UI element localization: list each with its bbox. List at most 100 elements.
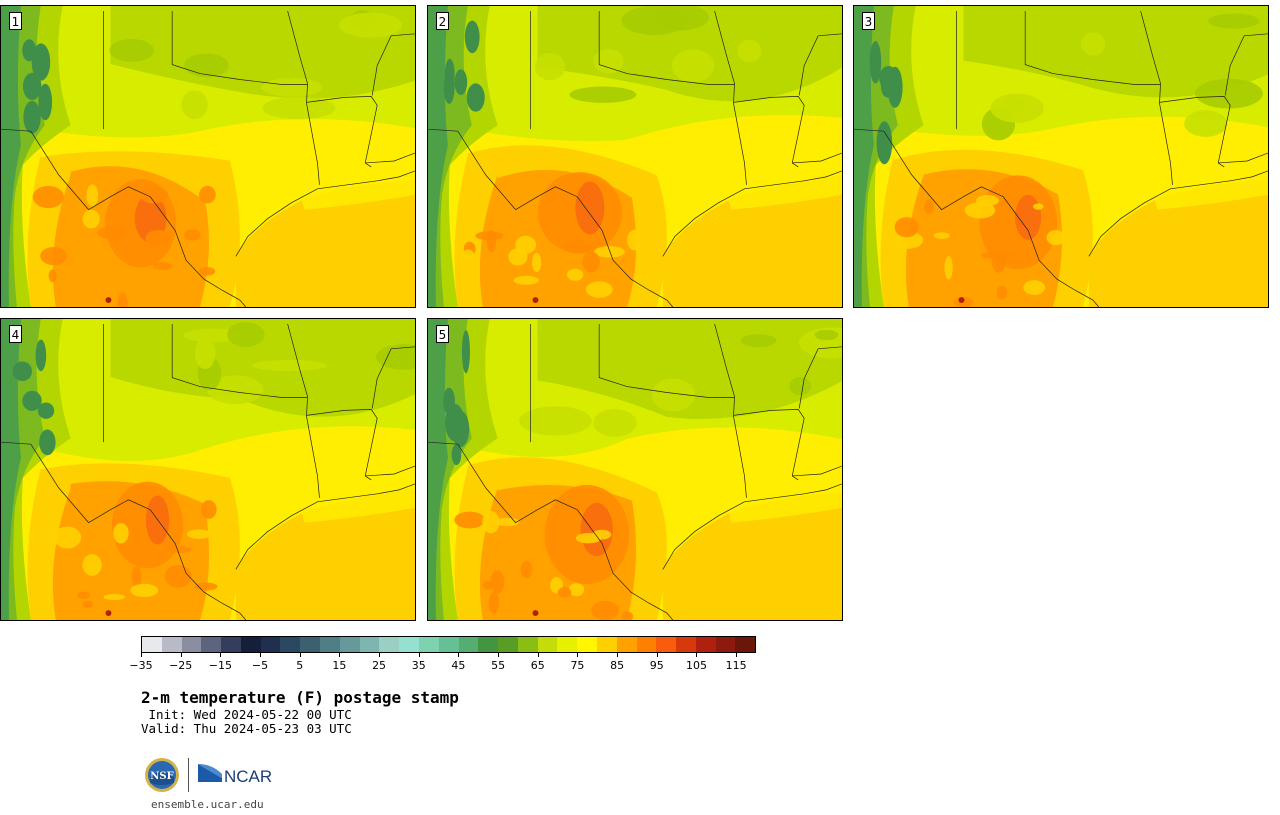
border-line [371,346,415,409]
gulf-shelf [299,487,415,523]
heat-patch [513,275,539,285]
border-line [428,441,674,620]
init-time: Init: Wed 2024-05-22 00 UTC [141,707,352,722]
cool-patch [261,78,323,97]
colorbar-tick-label: −5 [251,659,269,672]
cool-patch [740,334,777,347]
heat-patch [117,292,128,307]
gulf-shelf [1152,174,1268,210]
gulf-water [1088,179,1268,307]
colorbar-ticks: −35 −25 −15 −5 5 15 25 35 45 55 65 75 85 95 105 115 [129,653,756,673]
heat-patch [164,564,192,588]
mountain-peaks [428,6,448,307]
colorbar-swatch [557,637,578,652]
colorbar-tick-label: 55 [491,659,506,672]
colorbar-swatch [418,637,439,652]
border-line [598,323,735,398]
heat-patch [97,226,127,240]
map-panel-4: 4 [0,318,416,621]
ncar-logo-icon: NCAR [198,764,272,786]
border-line [662,170,842,257]
border-line [235,170,415,257]
cool-patch [1080,32,1106,56]
border-line [854,128,1100,307]
temperature-map [1,6,415,307]
colorbar-swatch [161,637,182,652]
heat-patch [82,209,100,229]
cool-patch [593,48,624,74]
colorbar-tick-mark [418,653,420,657]
heat-patch [592,529,612,540]
border-line [287,10,320,185]
cool-patch [1184,110,1228,137]
cool-patch [375,344,415,370]
heat-patch [532,252,542,273]
border-line [171,323,308,398]
nsf-logo-icon: NSF [145,758,179,792]
border-line [798,346,842,409]
peak-patch [466,83,485,112]
colorbar-swatch [320,637,340,652]
colorbar-tick-label: 5 [296,659,304,672]
colorbar-swatch [260,637,281,652]
gulf-water [662,492,842,620]
colorbar-swatch [399,637,419,652]
cool-patch [262,96,336,120]
heat-patch [515,235,537,254]
valid-time: Valid: Thu 2024-05-23 03 UTC [141,721,352,736]
heat-patch [557,587,572,598]
colorbar-swatch [300,637,321,652]
border-line [1159,96,1231,168]
peak-patch [876,121,893,165]
colorbar-swatch [458,637,479,652]
cool-patch [207,375,264,405]
temperature-map [428,319,842,620]
colorbar-tick-mark [736,653,738,657]
colorbar-swatch [280,637,301,652]
colorbar-swatch [577,637,597,652]
gulf-water [662,175,842,307]
colorbar-tick-mark [260,653,262,657]
colorbar-tick-mark [537,653,539,657]
heat-patch [164,545,192,554]
cool-patch [338,12,403,38]
border-line [1,128,247,307]
mountain-peaks [1,6,21,307]
border-line [733,96,805,168]
map-panel-2: 2 [427,5,843,308]
heat-patch [77,591,90,600]
heat-patch [86,184,99,207]
hot-spot [105,610,112,617]
border-line [235,483,415,570]
cool-patch [251,359,327,372]
colorbar-tick-label: −35 [129,659,153,672]
mountain-peaks [428,319,448,620]
peak-patch [22,39,37,62]
heat-patch [130,583,159,598]
border-line [662,483,842,570]
heat-patch [627,229,643,251]
heat-patch [194,582,218,591]
colorbar-tick-label: 85 [610,659,625,672]
heat-patch [28,527,59,546]
border-line [1218,152,1268,164]
gulf-shelf [726,487,842,523]
hot-spot [105,297,112,304]
colorbar-tick-label: 75 [570,659,585,672]
hot-spot [958,297,965,304]
colorbar-tick-label: 65 [530,659,545,672]
peak-patch [35,339,47,372]
border-line [598,10,735,85]
heat-patch [139,186,169,204]
member-number: 2 [436,12,449,30]
peak-patch [887,66,903,108]
colorbar-tick-mark [220,653,222,657]
colorbar-tick-label: 25 [372,659,387,672]
colorbar-swatch [656,637,677,652]
gulf-shelf [726,174,842,210]
colorbar-swatch [142,637,162,652]
heat-patch [964,202,996,219]
colorbar-swatch [616,637,637,652]
temperature-colorbar [141,636,756,653]
gulf-shelf [299,174,415,210]
